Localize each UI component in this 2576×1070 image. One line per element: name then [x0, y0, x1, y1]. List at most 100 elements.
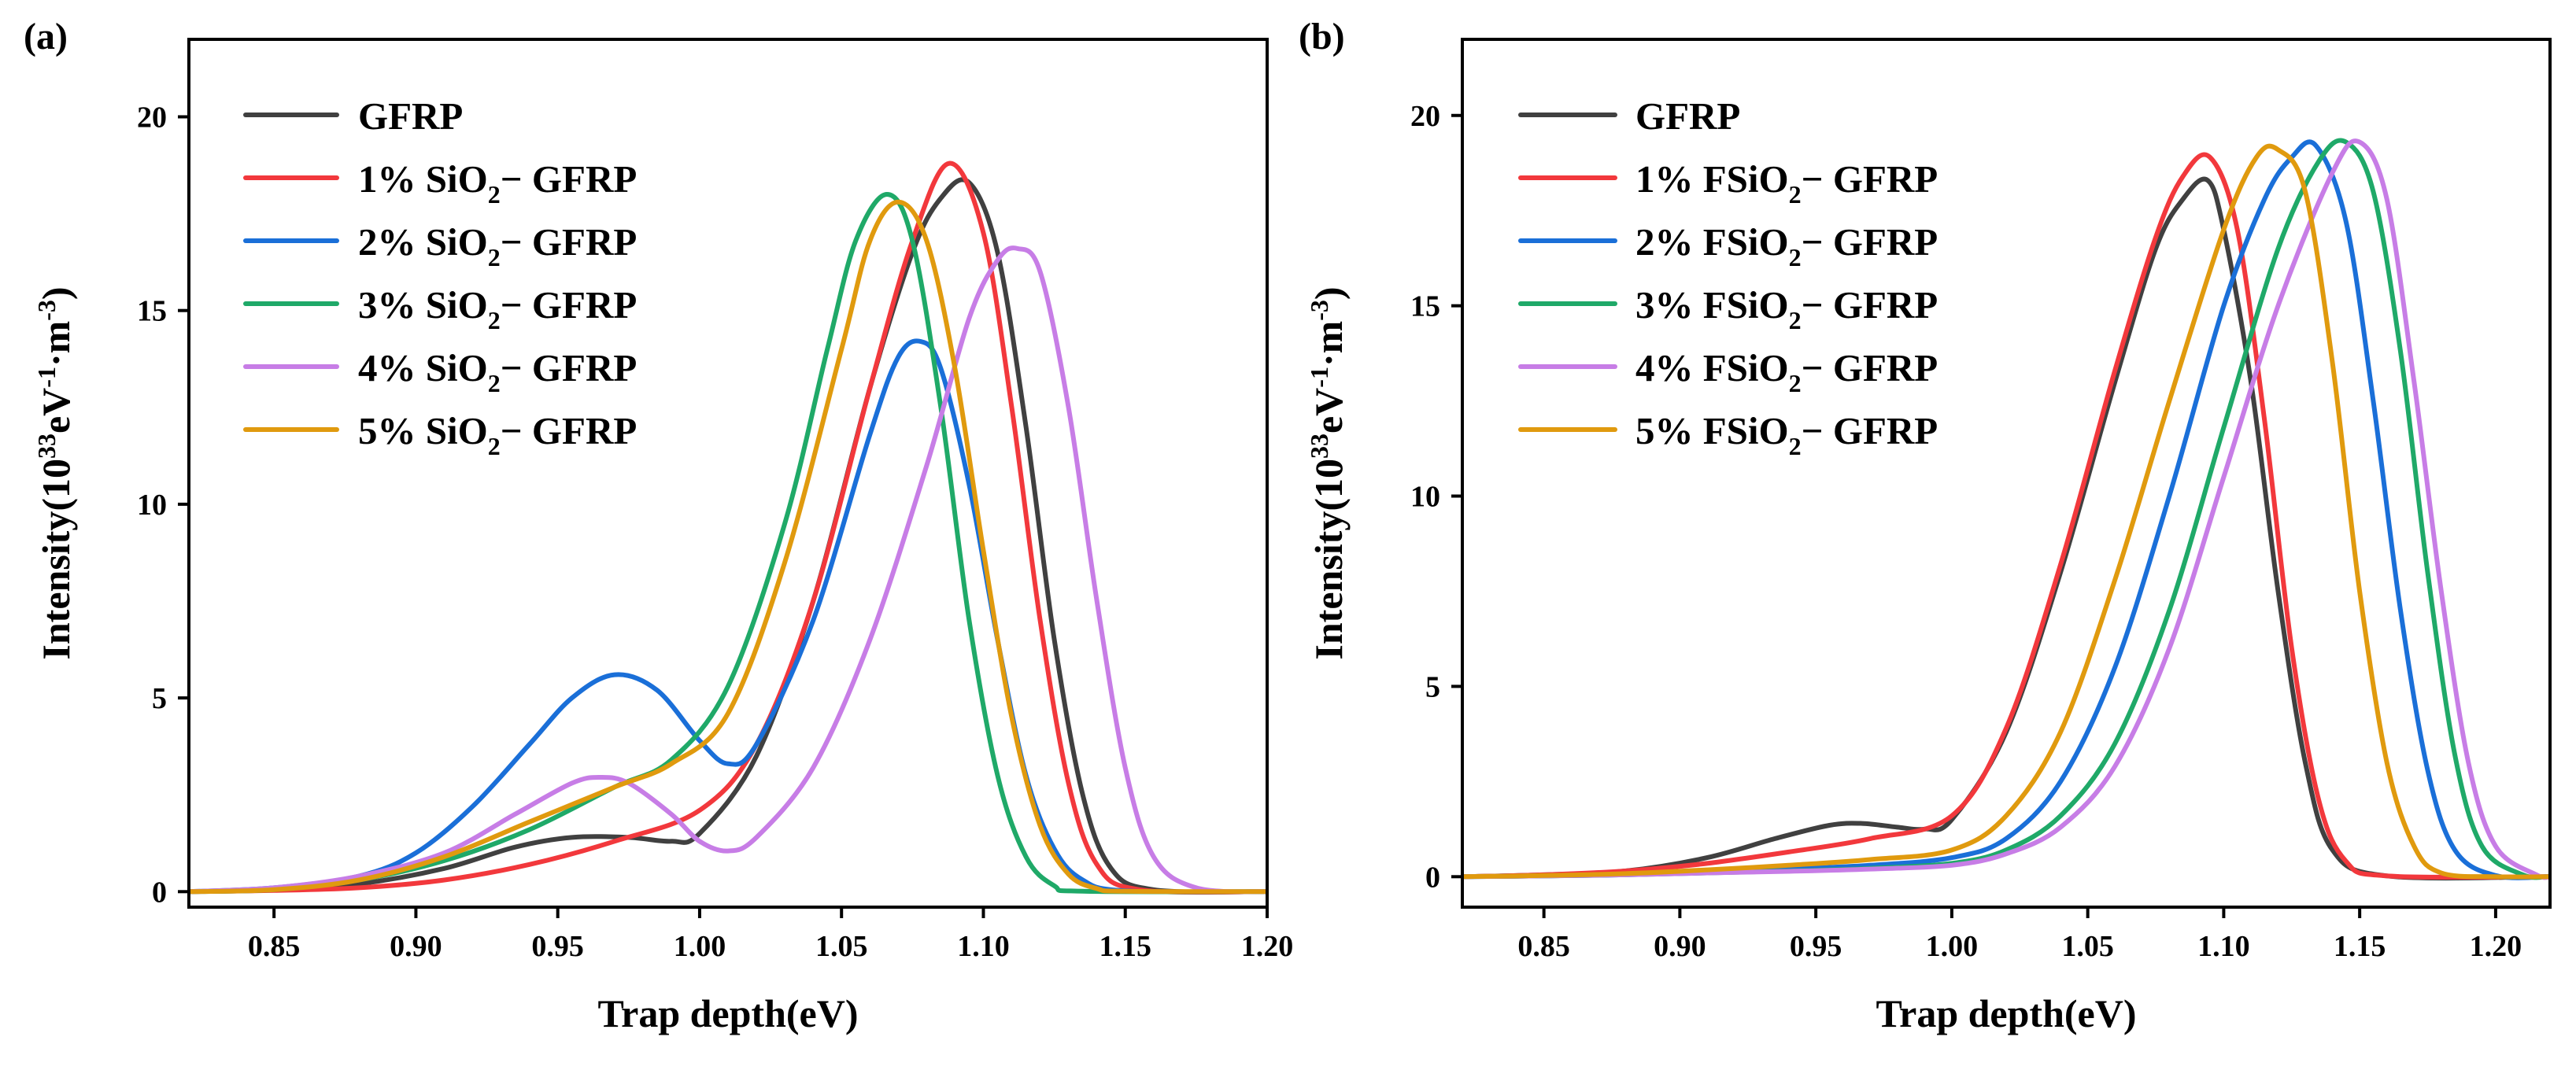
legend-label-5: 5% FSiO2− GFRP — [1635, 409, 1938, 460]
y-tick-label: 0 — [1425, 861, 1440, 894]
series-group — [1462, 138, 2550, 881]
legend-subscript: 2 — [488, 243, 501, 271]
y-tick-label: 0 — [152, 876, 167, 909]
legend-text: − GFRP — [501, 346, 638, 389]
legend-label-1: 1% SiO2− GFRP — [358, 157, 637, 208]
series-line-0 — [1462, 176, 2550, 881]
x-tick-label: 1.05 — [815, 930, 868, 963]
y-axis-label: Intensity(1033eV-1·m-3) — [32, 286, 78, 659]
series-line-1 — [1462, 152, 2550, 880]
y-label-superscript: 33 — [32, 434, 61, 459]
legend-subscript: 2 — [1789, 243, 1802, 271]
legend-label-4: 4% FSiO2− GFRP — [1635, 346, 1938, 397]
x-axis-label: Trap depth(eV) — [1876, 991, 2136, 1035]
y-axis-label: Intensity(1033eV-1·m-3) — [1305, 286, 1351, 659]
y-tick-label: 5 — [152, 682, 167, 715]
legend-label-4: 4% SiO2− GFRP — [358, 346, 637, 397]
y-tick-label: 10 — [1410, 481, 1440, 514]
legend-label-5: 5% SiO2− GFRP — [358, 409, 637, 460]
x-tick-label: 1.15 — [1099, 930, 1151, 963]
legend-subscript: 2 — [1789, 432, 1802, 460]
legend-label-2: 2% FSiO2− GFRP — [1635, 220, 1938, 271]
series-line-2 — [189, 338, 1267, 895]
series-group — [189, 160, 1267, 895]
legend-text: 2% FSiO — [1635, 220, 1789, 264]
legend-label-3: 3% SiO2− GFRP — [358, 283, 637, 334]
legend-subscript: 2 — [1789, 369, 1802, 397]
y-label-superscript: -1 — [32, 367, 61, 388]
y-tick-label: 20 — [1410, 100, 1440, 133]
legend-subscript: 2 — [488, 180, 501, 208]
y-label-superscript: -3 — [32, 300, 61, 321]
x-tick-label: 0.85 — [1517, 930, 1570, 963]
chart-panel-0: (a) 0.85 0.90 0.95 1.00 1.05 1.10 1.15 1.20 0 5 10 1… — [24, 16, 1293, 1035]
x-tick-label: 1.00 — [1926, 930, 1979, 963]
legend-text: 1% SiO — [358, 157, 488, 201]
legend-text: 3% FSiO — [1635, 283, 1789, 327]
series-line-5 — [189, 199, 1267, 895]
x-tick-label: 1.05 — [2061, 930, 2114, 963]
y-label-superscript: -1 — [1305, 367, 1333, 388]
legend-text: − GFRP — [501, 409, 638, 452]
series-line-1 — [189, 160, 1267, 895]
legend-text: 5% SiO — [358, 409, 488, 452]
series-line-4 — [189, 245, 1267, 895]
x-axis-label: Trap depth(eV) — [597, 991, 858, 1035]
y-label-text: ·m — [1306, 321, 1351, 367]
legend-subscript: 2 — [488, 432, 501, 460]
x-tick-label: 0.85 — [248, 930, 301, 963]
legend-text: 1% FSiO — [1635, 157, 1789, 201]
legend-label-2: 2% SiO2− GFRP — [358, 220, 637, 271]
y-label-text: eV — [34, 388, 78, 434]
legend-subscript: 2 — [488, 369, 501, 397]
y-label-text: ·m — [34, 321, 78, 367]
y-label-text: eV — [1306, 388, 1351, 434]
legend-text: 3% SiO — [358, 283, 488, 327]
x-tick-label: 0.95 — [531, 930, 584, 963]
x-tick-label: 1.10 — [2197, 930, 2250, 963]
chart-panel-1: (b) 0.85 0.90 0.95 1.00 1.05 1.10 1.15 1.20 0 5 10 1… — [1299, 16, 2552, 1035]
x-tick-label: 0.90 — [1654, 930, 1706, 963]
legend-label-3: 3% FSiO2− GFRP — [1635, 283, 1938, 334]
legend-text: 5% FSiO — [1635, 409, 1789, 452]
y-label-text: Intensity(10 — [34, 459, 78, 660]
y-label-superscript: -3 — [1305, 300, 1333, 321]
y-label-text: ) — [34, 286, 78, 300]
legend-label-0: GFRP — [1635, 94, 1740, 138]
legend-text: − GFRP — [501, 220, 638, 264]
legend-text: 2% SiO — [358, 220, 488, 264]
panel-label: (a) — [24, 16, 68, 57]
series-line-5 — [1462, 143, 2550, 880]
legend-label-0: GFRP — [358, 94, 463, 138]
legend-subscript: 2 — [1789, 306, 1802, 334]
legend-label-1: 1% FSiO2− GFRP — [1635, 157, 1938, 208]
x-tick-label: 1.20 — [1241, 930, 1294, 963]
x-tick-label: 1.20 — [2470, 930, 2522, 963]
y-tick-label: 10 — [137, 489, 167, 522]
legend-text: − GFRP — [501, 157, 638, 201]
plot-frame — [187, 38, 1269, 909]
legend-text: − GFRP — [501, 283, 638, 327]
legend-text: GFRP — [358, 94, 463, 138]
y-label-text: Intensity(10 — [1306, 459, 1351, 660]
y-label-superscript: 33 — [1305, 434, 1333, 459]
y-label-text: ) — [1306, 286, 1351, 300]
legend-text: − GFRP — [1802, 409, 1938, 452]
legend-subscript: 2 — [1789, 180, 1802, 208]
legend-text: 4% SiO — [358, 346, 488, 389]
y-tick-label: 20 — [137, 101, 167, 134]
y-tick-label: 15 — [137, 295, 167, 328]
x-tick-label: 1.15 — [2334, 930, 2386, 963]
plot-frame — [1461, 38, 2552, 909]
legend-text: − GFRP — [1802, 283, 1938, 327]
legend-text: GFRP — [1635, 94, 1740, 138]
series-line-3 — [189, 192, 1267, 895]
x-tick-label: 1.00 — [674, 930, 726, 963]
legend-text: − GFRP — [1802, 346, 1938, 389]
x-tick-label: 0.95 — [1790, 930, 1842, 963]
series-line-4 — [1462, 138, 2550, 880]
legend-text: − GFRP — [1802, 157, 1938, 201]
